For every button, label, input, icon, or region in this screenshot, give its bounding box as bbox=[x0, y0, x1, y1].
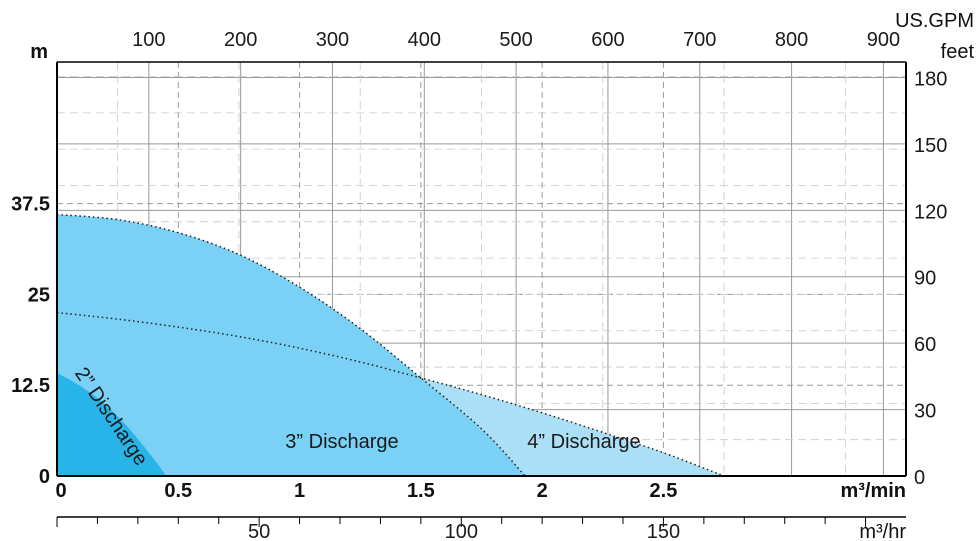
tick-label-gpm: 300 bbox=[316, 29, 349, 51]
tick-label-gpm: 600 bbox=[591, 29, 624, 51]
tick-label-feet: 90 bbox=[914, 268, 936, 290]
area-2-inch-discharge bbox=[57, 372, 167, 476]
tick-label-m3hr: 150 bbox=[647, 521, 680, 541]
tick-label-feet: 150 bbox=[914, 135, 947, 157]
tick-label-gpm: 900 bbox=[867, 29, 900, 51]
axis-title-flow: m³/min bbox=[840, 480, 906, 502]
tick-label-feet: 0 bbox=[914, 467, 925, 489]
tick-label-flow: 0 bbox=[55, 480, 66, 502]
axis-title-feet: feet bbox=[941, 41, 975, 63]
discharge-areas bbox=[56, 213, 725, 477]
tick-label-gpm: 400 bbox=[408, 29, 441, 51]
tick-label-flow: 0.5 bbox=[164, 480, 192, 502]
tick-label-m3hr: 100 bbox=[445, 521, 478, 541]
label-3-inch-discharge: 3” Discharge bbox=[285, 431, 398, 453]
tick-label-flow: 2.5 bbox=[650, 480, 678, 502]
tick-label-feet: 30 bbox=[914, 401, 936, 423]
tick-label-feet: 60 bbox=[914, 334, 936, 356]
tick-label-metre: 0 bbox=[39, 466, 50, 488]
tick-label-feet: 120 bbox=[914, 201, 947, 223]
tick-label-feet: 180 bbox=[914, 68, 947, 90]
axis-titles: US.GPM feet m m³/min m³/hr bbox=[30, 10, 974, 541]
tick-label-gpm: 800 bbox=[775, 29, 808, 51]
axis-title-gpm: US.GPM bbox=[895, 10, 974, 32]
axes bbox=[56, 61, 907, 527]
tick-label-flow: 1 bbox=[294, 480, 305, 502]
axis-title-m3hr: m³/hr bbox=[859, 521, 906, 541]
tick-label-flow: 1.5 bbox=[407, 480, 435, 502]
tick-label-m3hr: 50 bbox=[248, 521, 270, 541]
tick-label-metre: 37.5 bbox=[11, 194, 50, 216]
tick-label-metre: 12.5 bbox=[11, 375, 50, 397]
label-4-inch-discharge: 4” Discharge bbox=[527, 431, 640, 453]
curve-4-inch-discharge bbox=[56, 311, 725, 477]
tick-label-gpm: 200 bbox=[224, 29, 257, 51]
axis-title-metre: m bbox=[30, 41, 48, 63]
tick-label-gpm: 100 bbox=[132, 29, 165, 51]
tick-label-gpm: 500 bbox=[499, 29, 532, 51]
tick-label-gpm: 700 bbox=[683, 29, 716, 51]
tick-label-metre: 25 bbox=[28, 284, 50, 306]
area-3-inch-discharge bbox=[57, 214, 526, 477]
curve-3-inch-discharge bbox=[56, 213, 526, 477]
tick-label-flow: 2 bbox=[537, 480, 548, 502]
